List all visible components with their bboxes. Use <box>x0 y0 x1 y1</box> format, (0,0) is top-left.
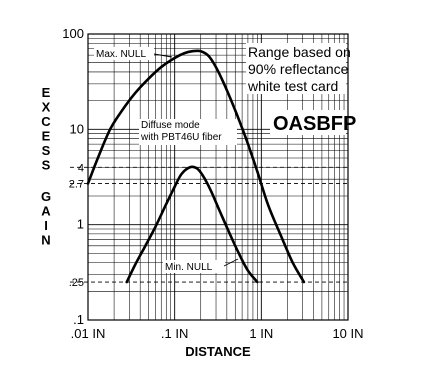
x-tick-labels: .01 IN .1 IN 1 IN 10 IN <box>71 326 364 341</box>
y-tick-label: 100 <box>62 26 84 41</box>
min-null-label: Min. NULL <box>165 262 213 273</box>
model-label: OASBFP <box>273 113 356 135</box>
y-tick-label: 4 <box>78 162 84 174</box>
y-axis-title-letter: E <box>42 129 51 144</box>
grid <box>87 34 348 321</box>
x-tick-label: 10 IN <box>332 326 363 341</box>
max-null-label: Max. NULL <box>96 49 146 60</box>
y-tick-label: 10 <box>70 121 84 136</box>
series-line-max-null <box>86 49 306 284</box>
series-line-min-null <box>125 165 259 284</box>
y-axis-title-letter: X <box>42 100 51 115</box>
x-tick-label: .01 IN <box>71 326 106 341</box>
min-null-leader <box>223 258 239 267</box>
y-tick-label: 2.7 <box>69 179 84 191</box>
y-axis-title-letter: G <box>41 189 51 204</box>
diffuse-label-background <box>139 119 237 145</box>
y-axis-title-letter: E <box>42 85 51 100</box>
max-null-leader <box>153 53 173 58</box>
diffuse-mode-label: Diffuse mode <box>141 120 200 131</box>
x-axis-title: DISTANCE <box>185 344 251 359</box>
x-tick-label: 1 IN <box>249 326 273 341</box>
y-axis-title-letter: I <box>44 218 48 233</box>
y-tick-label: 1 <box>77 217 84 232</box>
y-axis-title-letter: A <box>41 204 51 219</box>
reference-lines <box>70 166 348 283</box>
y-axis-title-letter: N <box>41 233 50 248</box>
range-line-3: white test card <box>247 78 338 94</box>
min-null-label-background <box>163 260 225 273</box>
y-tick-labels: .1 .25 1 2.7 4 10 100 <box>62 26 84 327</box>
max-null-label-background <box>94 47 154 60</box>
y-axis-title-letter: C <box>41 114 51 129</box>
plot-frame <box>87 33 349 321</box>
x-tick-label: .1 IN <box>161 326 188 341</box>
fiber-label: with PBT46U fiber <box>140 132 222 143</box>
y-tick-label: .25 <box>69 277 84 289</box>
y-tick-label: .1 <box>73 312 84 327</box>
series-group <box>86 49 306 284</box>
y-axis-title-letter: S <box>42 158 51 173</box>
y-axis-title-letter: S <box>42 143 51 158</box>
range-line-1: Range based on <box>248 44 351 60</box>
model-label-background <box>270 110 346 135</box>
range-line-2: 90% reflectance <box>248 61 349 77</box>
range-note-background <box>246 43 346 94</box>
